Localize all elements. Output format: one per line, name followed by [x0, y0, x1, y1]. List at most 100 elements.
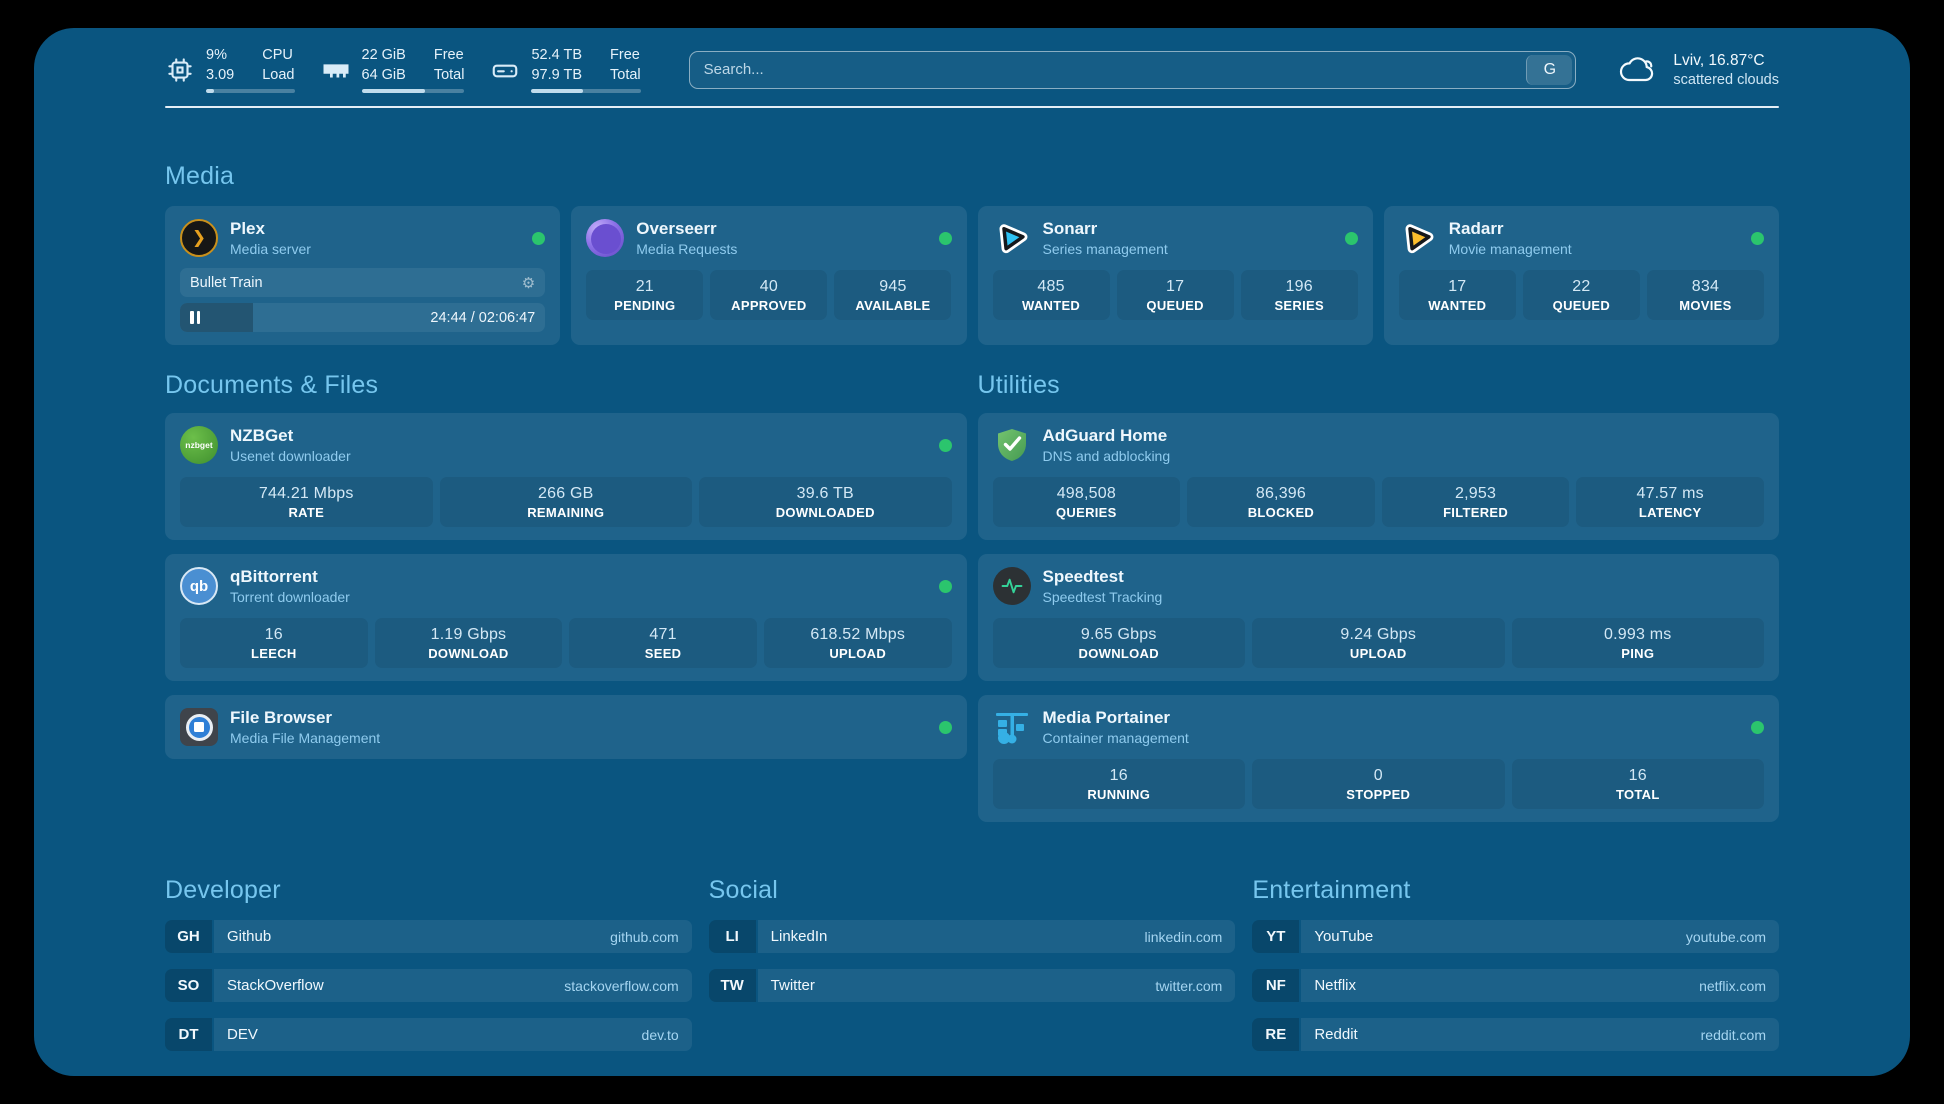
search-input[interactable] — [689, 51, 1527, 88]
status-badge — [1751, 720, 1764, 734]
section-title-entertainment: Entertainment — [1252, 876, 1411, 905]
section-title-social: Social — [708, 876, 778, 905]
status-badge — [532, 231, 546, 245]
stat-value: 16 — [1628, 767, 1647, 785]
stat-label: RUNNING — [1087, 787, 1151, 803]
utilities-column: Utilities — [977, 371, 1779, 823]
link-stackoverflow[interactable]: SO StackOverflow stackoverflow.com — [165, 969, 692, 1003]
app-card-sonarr[interactable]: Sonarr Series management 485 WANTED 17 Q… — [977, 206, 1373, 346]
stat-value: 40 — [759, 278, 778, 296]
disk-progress-fill — [531, 89, 583, 94]
stat-label: BLOCKED — [1247, 505, 1315, 521]
qbittorrent-icon: qb — [180, 567, 218, 606]
stat-value: 17 — [1448, 278, 1467, 296]
link-body[interactable]: DEV dev.to — [214, 1018, 692, 1052]
weather-condition: scattered clouds — [1673, 71, 1779, 88]
stat-tile: 21 PENDING — [586, 270, 704, 321]
stat-label: WANTED — [1021, 298, 1081, 314]
app-card-qbittorrent[interactable]: qb qBittorrent Torrent downloader 16 LEE… — [165, 554, 967, 682]
stat-value: 9.65 Gbps — [1080, 626, 1157, 644]
link-name: LinkedIn — [770, 928, 828, 946]
link-domain: youtube.com — [1685, 928, 1766, 945]
app-card-speedtest[interactable]: Speedtest Speedtest Tracking 9.65 Gbps D… — [977, 554, 1779, 682]
link-name: YouTube — [1314, 928, 1374, 946]
disk-icon — [493, 64, 518, 77]
link-abbr-badge: RE — [1252, 1018, 1300, 1052]
link-name: Github — [227, 928, 272, 946]
stat-value: 2,953 — [1455, 485, 1497, 503]
stat-value: 21 — [635, 278, 654, 296]
filebrowser-icon — [180, 708, 218, 747]
link-github[interactable]: GH Github github.com — [165, 920, 692, 954]
app-name: NZBGet — [230, 426, 294, 446]
app-card-adguard[interactable]: AdGuard Home DNS and adblocking 498,508 … — [977, 413, 1779, 541]
stat-label: UPLOAD — [829, 646, 887, 662]
adguard-icon — [993, 426, 1031, 464]
app-subtitle: Speedtest Tracking — [1042, 589, 1163, 606]
section-title-utilities: Utilities — [977, 371, 1060, 400]
link-body[interactable]: LinkedIn linkedin.com — [757, 920, 1236, 954]
link-domain: dev.to — [641, 1026, 679, 1043]
stat-value: 17 — [1166, 278, 1185, 296]
link-body[interactable]: StackOverflow stackoverflow.com — [214, 969, 692, 1003]
links-column-developer: Developer GH Github github.com SO StackO… — [165, 876, 692, 1067]
link-body[interactable]: Netflix netflix.com — [1301, 969, 1779, 1003]
app-card-nzbget[interactable]: nzbget NZBGet Usenet downloader 744.21 M… — [165, 413, 967, 541]
cpu-icon — [168, 57, 192, 82]
stat-value: 834 — [1691, 278, 1720, 296]
app-name: qBittorrent — [230, 567, 318, 587]
link-reddit[interactable]: RE Reddit reddit.com — [1252, 1018, 1779, 1052]
app-card-filebrowser[interactable]: File Browser Media File Management — [165, 695, 967, 760]
stat-tile: 17 WANTED — [1398, 270, 1516, 321]
search-bar[interactable]: G — [688, 50, 1577, 89]
link-abbr-badge: LI — [708, 920, 756, 954]
link-twitter[interactable]: TW Twitter twitter.com — [708, 969, 1236, 1003]
cpu-usage-value: 9% — [206, 47, 227, 63]
stat-tile: 196 SERIES — [1240, 270, 1358, 321]
stat-value: 744.21 Mbps — [258, 485, 354, 503]
stat-label: SEED — [644, 646, 682, 662]
app-card-radarr[interactable]: Radarr Movie management 17 WANTED 22 QUE… — [1383, 206, 1779, 346]
links-column-social: Social LI LinkedIn linkedin.com TW Twitt… — [708, 876, 1236, 1067]
stat-tile: 40 APPROVED — [710, 270, 828, 321]
documents-column: Documents & Files nzbget NZBGet Usenet d… — [165, 371, 967, 760]
app-subtitle: Series management — [1042, 241, 1168, 258]
app-card-portainer[interactable]: Media Portainer Container management 16 … — [977, 695, 1779, 823]
player-progress-row[interactable]: 24:44 / 02:06:47 — [180, 303, 546, 333]
stat-value: 1.19 Gbps — [430, 626, 507, 644]
link-abbr-badge: TW — [708, 969, 756, 1003]
stat-value: 618.52 Mbps — [810, 626, 906, 644]
link-domain: twitter.com — [1155, 977, 1223, 994]
ram-free-label: Free — [433, 47, 464, 63]
stat-value: 471 — [649, 626, 677, 644]
app-card-overseerr[interactable]: Overseerr Media Requests 21 PENDING 40 A… — [571, 206, 967, 346]
link-youtube[interactable]: YT YouTube youtube.com — [1252, 920, 1779, 954]
stat-value: 9.24 Gbps — [1340, 626, 1417, 644]
stat-label: LEECH — [251, 646, 297, 662]
disk-progress-bar — [531, 89, 641, 94]
stat-tile: 2,953 FILTERED — [1381, 477, 1570, 528]
link-body[interactable]: Twitter twitter.com — [757, 969, 1236, 1003]
stat-tile: 16 TOTAL — [1511, 759, 1764, 810]
link-body[interactable]: Reddit reddit.com — [1301, 1018, 1779, 1052]
link-body[interactable]: Github github.com — [214, 920, 692, 954]
stat-label: PENDING — [614, 298, 676, 314]
stat-tile: 47.57 ms LATENCY — [1576, 477, 1764, 528]
section-title-documents: Documents & Files — [165, 371, 379, 400]
app-card-plex[interactable]: ❯ Plex Media server Bullet Train ⚙ 24:44… — [165, 206, 561, 346]
stat-label: SERIES — [1274, 298, 1324, 314]
link-abbr-badge: NF — [1252, 969, 1300, 1003]
search-engine-button[interactable]: G — [1526, 54, 1573, 85]
disk-total-value: 97.9 TB — [531, 66, 583, 83]
settings-icon[interactable]: ⚙ — [521, 274, 536, 292]
link-domain: netflix.com — [1699, 977, 1766, 994]
sonarr-icon — [993, 219, 1031, 257]
weather-location-temp: Lviv, 16.87°C — [1673, 51, 1765, 69]
cpu-label: CPU — [262, 47, 293, 63]
pause-icon[interactable] — [190, 311, 200, 325]
link-linkedin[interactable]: LI LinkedIn linkedin.com — [708, 920, 1236, 954]
stat-value: 39.6 TB — [796, 485, 854, 503]
link-body[interactable]: YouTube youtube.com — [1301, 920, 1779, 954]
link-netflix[interactable]: NF Netflix netflix.com — [1252, 969, 1779, 1003]
link-dev[interactable]: DT DEV dev.to — [165, 1018, 692, 1052]
